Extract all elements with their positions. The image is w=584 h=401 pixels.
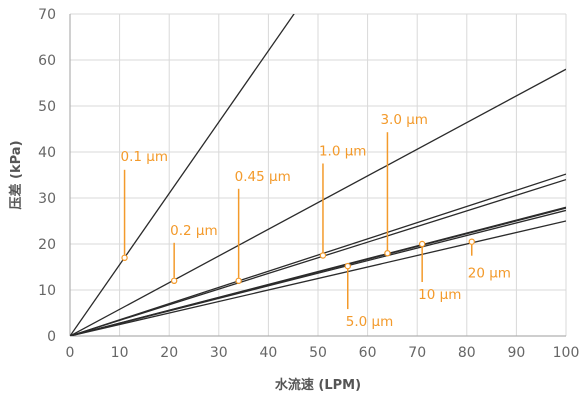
y-tick-label: 10 [38,283,56,299]
series-line [70,173,566,336]
x-axis-label: 水流速 (LPM) [275,377,361,393]
y-tick-label: 70 [38,7,56,23]
series-label: 5.0 µm [346,314,394,330]
annotation-marker [418,240,426,248]
x-tick-label: 60 [359,345,377,361]
x-tick-label: 30 [210,345,228,361]
series-line [70,14,295,336]
x-tick-label: 40 [259,345,277,361]
y-axis-label: 压差 (kPa) [8,140,24,209]
series-label: 0.45 µm [235,169,291,185]
x-tick-label: 70 [408,345,426,361]
x-tick-label: 0 [66,345,75,361]
series-label: 3.0 µm [380,112,428,128]
y-tick-label: 60 [38,53,56,69]
series-line [70,178,566,336]
annotations: 0.1 µm 0.2 µm 0.45 µm 1.0 µm 3.0 µm 5.0 µm 10 … [121,112,511,330]
series-label: 1.0 µm [319,144,367,160]
y-tick-label: 20 [38,237,56,253]
annotation-marker [384,249,391,257]
series-line [70,207,566,336]
y-tick-label: 0 [47,329,56,345]
x-tick-label: 80 [458,345,476,361]
annotation-marker [344,262,351,270]
y-tick-label: 50 [38,99,56,115]
annotation-marker [121,254,128,261]
annotation-marker [170,277,178,284]
y-tick-label: 30 [38,191,56,207]
annotation-marker [468,238,475,245]
x-tick-label: 50 [309,345,327,361]
x-tick-label: 20 [160,345,178,361]
axes [69,14,566,337]
x-tick-label: 100 [553,345,580,361]
series-label: 10 µm [418,287,461,303]
x-tick-label: 10 [111,345,129,361]
series-lines [70,14,566,336]
tick-labels: 0 10 20 30 40 50 60 70 80 90 100 0 10 20 30 40 50 60 70 [38,7,579,361]
annotation-marker [235,277,242,284]
x-tick-label: 90 [507,345,525,361]
grid [69,13,567,337]
series-line [70,220,566,336]
series-label: 0.2 µm [170,223,218,239]
series-line [70,68,566,336]
series-label: 20 µm [468,266,511,282]
annotation-marker [319,252,327,259]
series-label: 0.1 µm [121,149,169,165]
y-tick-label: 40 [38,145,56,161]
